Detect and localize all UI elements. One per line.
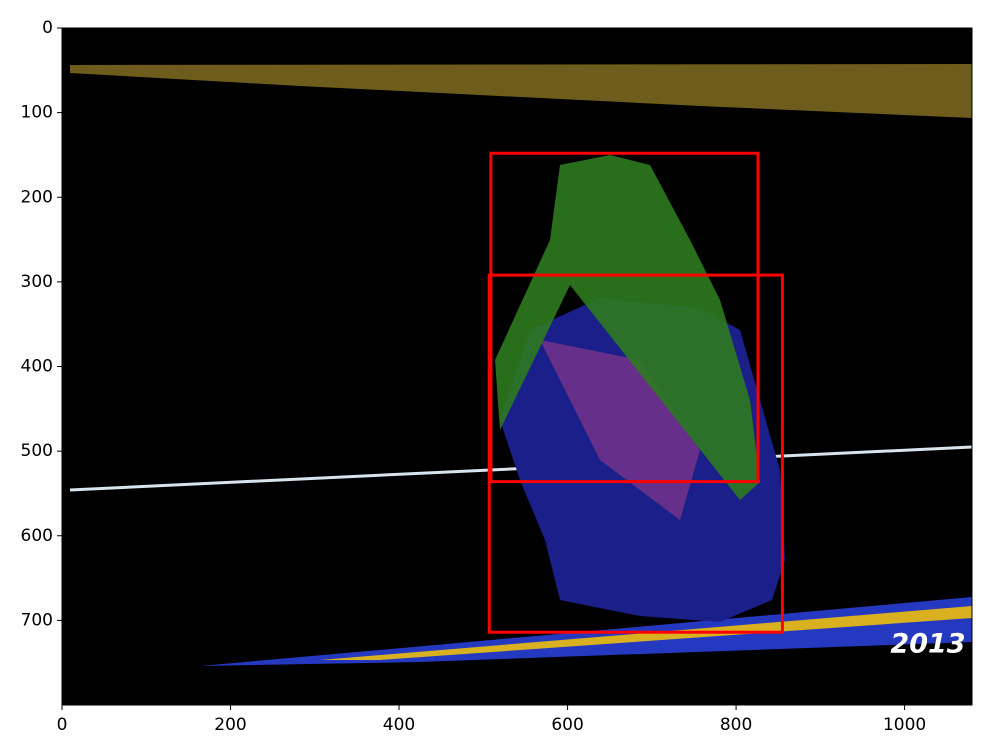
- y-tick-label: 500: [21, 441, 53, 461]
- y-tick-label: 100: [21, 103, 53, 123]
- rider-detail: [540, 340, 700, 520]
- track-band: [70, 64, 972, 118]
- x-tick-label: 400: [383, 715, 415, 735]
- photo: 2013: [62, 28, 973, 705]
- x-tick-label: 600: [551, 715, 583, 735]
- y-tick-label: 300: [21, 272, 53, 292]
- y-tick-label: 700: [21, 610, 53, 630]
- x-tick-label: 800: [720, 715, 752, 735]
- x-tick-label: 1000: [883, 715, 926, 735]
- bounding-box: [489, 151, 760, 484]
- bounding-box: [487, 273, 784, 634]
- y-tick-label: 600: [21, 526, 53, 546]
- y-tick-label: 400: [21, 357, 53, 377]
- x-tick-label: 0: [57, 715, 68, 735]
- y-tick-label: 0: [42, 18, 53, 38]
- y-tick-label: 200: [21, 187, 53, 207]
- x-tick-label: 200: [214, 715, 246, 735]
- annotation: 2013: [890, 629, 965, 660]
- person-mask: [495, 155, 760, 500]
